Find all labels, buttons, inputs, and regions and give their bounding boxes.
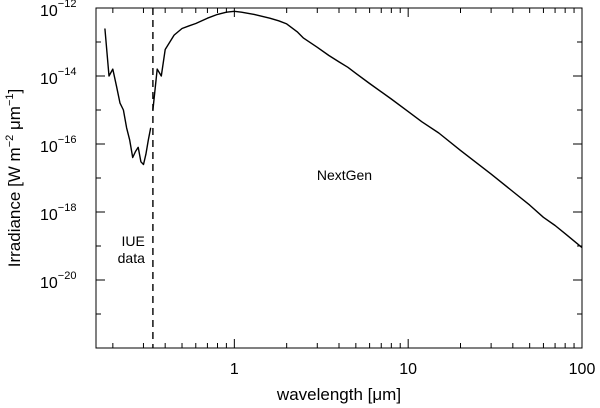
- series-layer: [104, 10, 583, 249]
- y-tick-label: 10−18: [40, 202, 76, 224]
- nextgen-label: NextGen: [317, 167, 372, 183]
- ticks-layer: 1 10 100 10−12 10−14 10−16 10−18 10−20: [40, 0, 595, 378]
- y-tick-label: 10−20: [40, 270, 76, 292]
- x-tick-label: 100: [569, 361, 596, 378]
- x-tick-label: 10: [399, 361, 417, 378]
- x-tick-label: 1: [230, 361, 239, 378]
- y-tick-label: 10−14: [40, 66, 76, 88]
- series-line-iue-data: [104, 28, 152, 166]
- y-tick-label: 10−12: [40, 0, 76, 20]
- iue-data-label: IUE: [122, 233, 145, 249]
- series-line-nextgen: [152, 10, 583, 249]
- y-tick-label: 10−16: [40, 134, 76, 156]
- iue-data-label: data: [118, 250, 145, 266]
- y-axis-title: Irradiance [W m−2 μm−1]: [4, 89, 24, 268]
- x-axis-title: wavelength [μm]: [276, 385, 401, 404]
